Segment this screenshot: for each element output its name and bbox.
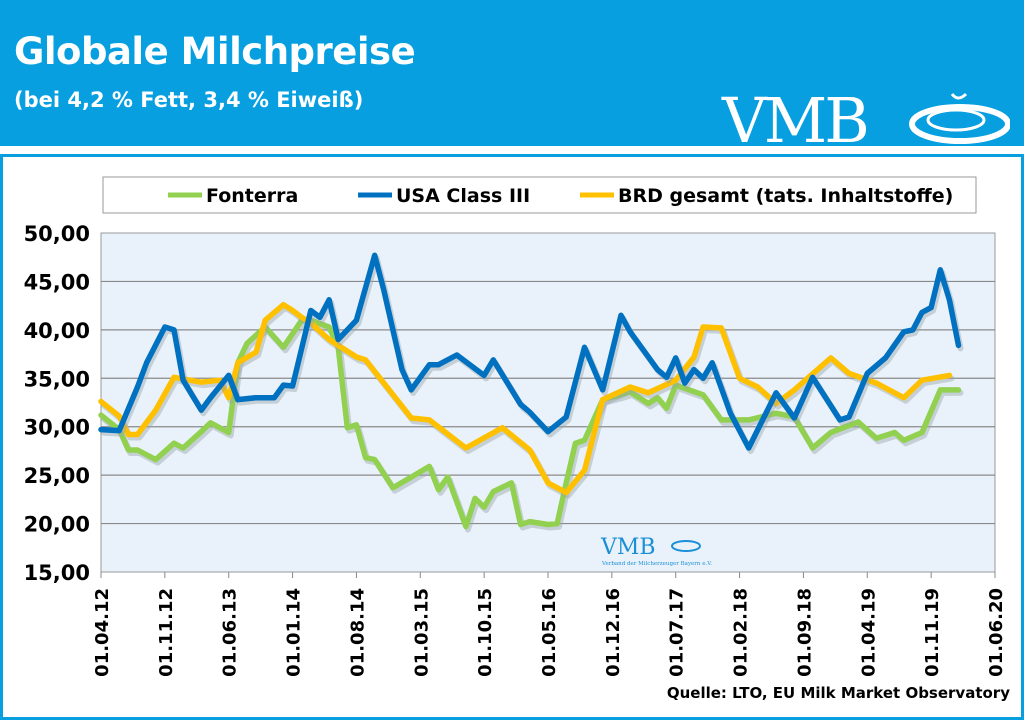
y-tick-label: 25,00 [24, 464, 90, 488]
x-tick-label: 01.02.18 [731, 588, 752, 677]
y-tick-label: 20,00 [24, 513, 90, 537]
plot-area [100, 232, 996, 573]
x-tick-label: 01.06.20 [986, 588, 1007, 677]
svg-text:VMB: VMB [721, 84, 867, 146]
y-tick-label: 35,00 [24, 367, 90, 391]
legend-box [102, 176, 977, 214]
x-tick-label: 01.09.18 [794, 588, 815, 677]
x-tick-label: 01.04.19 [858, 588, 879, 677]
y-tick-label: 30,00 [24, 416, 90, 440]
legend: Fonterra USA Class III BRD gesamt (tats. I… [102, 176, 977, 214]
x-tick-label: 01.12.16 [603, 588, 624, 677]
y-tick-label: 15,00 [24, 561, 90, 585]
legend-label: Fonterra [206, 185, 298, 207]
svg-text:Verband der Milcherzeuger Baye: Verband der Milcherzeuger Bayern e.V. [601, 561, 712, 567]
x-tick-label: 01.08.14 [347, 588, 368, 677]
x-tick-label: 01.04.12 [92, 588, 113, 677]
x-tick-label: 01.05.16 [539, 588, 560, 677]
header-banner: Globale Milchpreise (bei 4,2 % Fett, 3,4… [0, 0, 1024, 146]
source-note: Quelle: LTO, EU Milk Market Observatory [666, 684, 1010, 702]
x-tick-label: 01.10.15 [475, 588, 496, 677]
page-title: Globale Milchpreise [14, 30, 416, 73]
page-subtitle: (bei 4,2 % Fett, 3,4 % Eiweiß) [14, 88, 364, 112]
y-tick-label: 45,00 [24, 270, 90, 294]
legend-label: USA Class III [396, 185, 530, 207]
x-tick-label: 01.01.14 [284, 588, 305, 677]
y-tick-label: 40,00 [24, 319, 90, 343]
x-tick-label: 01.11.12 [156, 588, 177, 677]
x-tick-label: 01.06.13 [220, 588, 241, 677]
legend-label: BRD gesamt (tats. Inhaltstoffe) [618, 185, 953, 207]
vmb-logo: VMB [721, 84, 1010, 146]
x-tick-label: 01.07.17 [667, 588, 688, 677]
y-tick-label: 50,00 [24, 222, 90, 246]
x-tick-label: 01.03.15 [411, 588, 432, 677]
x-tick-label: 01.11.19 [922, 588, 943, 677]
svg-text:VMB: VMB [600, 535, 656, 560]
watermark-logo: VMB Verband der Milcherzeuger Bayern e.V… [600, 535, 712, 567]
